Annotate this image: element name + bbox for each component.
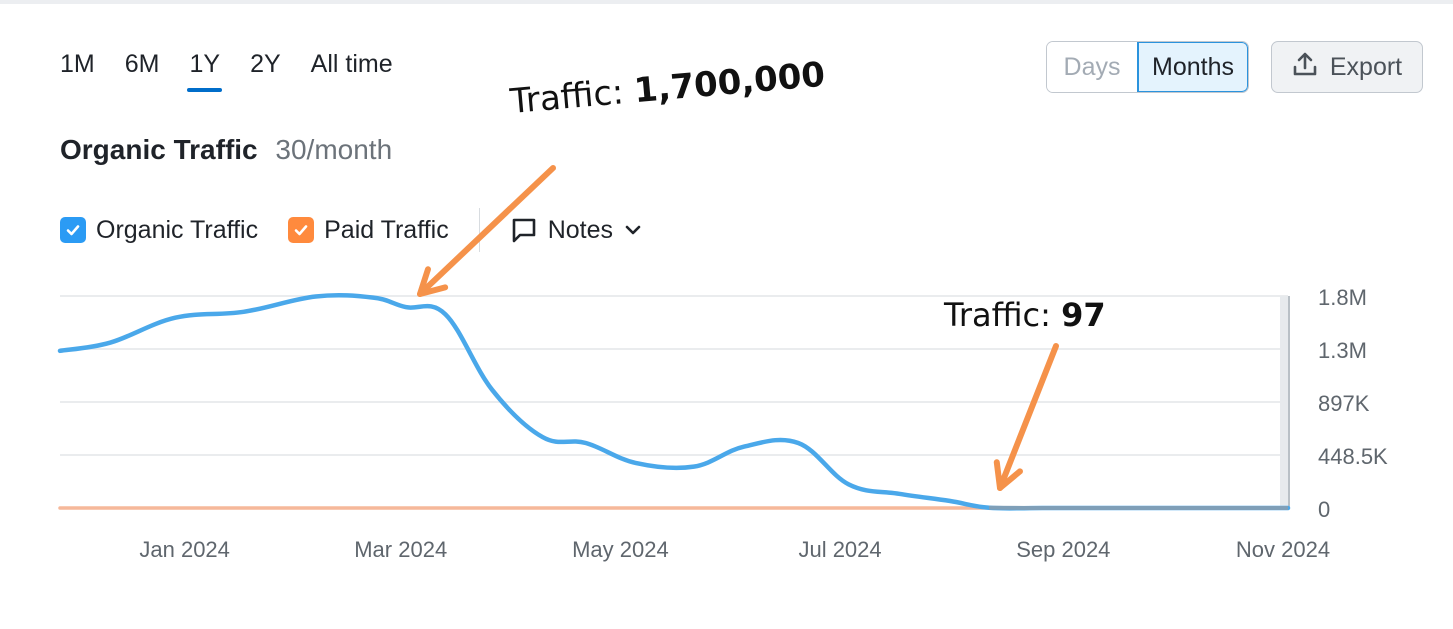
chevron-down-icon bbox=[625, 225, 641, 235]
notes-label: Notes bbox=[547, 215, 614, 244]
y-tick-label: 1.8M bbox=[1318, 285, 1367, 310]
peak-annotation: Traffic: 1,700,000 bbox=[509, 55, 827, 122]
x-tick-label: Sep 2024 bbox=[1016, 537, 1110, 562]
granularity-toggle: Days Months bbox=[1046, 41, 1249, 93]
check-icon bbox=[66, 225, 80, 236]
peak-arrow-head bbox=[417, 266, 449, 297]
x-tick-label: Mar 2024 bbox=[354, 537, 447, 562]
x-tick-label: Jan 2024 bbox=[139, 537, 230, 562]
peak-annotation-value: 1,700,000 bbox=[632, 54, 827, 112]
check-icon bbox=[294, 225, 308, 236]
x-tick-label: May 2024 bbox=[572, 537, 669, 562]
comment-icon bbox=[512, 218, 536, 243]
x-tick-label: Jul 2024 bbox=[798, 537, 881, 562]
tab-all-time[interactable]: All time bbox=[310, 50, 393, 78]
hover-band bbox=[1280, 296, 1290, 508]
legend-organic[interactable]: Organic Traffic bbox=[60, 216, 258, 245]
period-tabs: 1M 6M 1Y 2Y All time bbox=[60, 50, 423, 92]
notes-dropdown[interactable]: Notes bbox=[510, 216, 643, 245]
page-title: Organic Traffic 30/month bbox=[60, 134, 392, 166]
low-annotation-prefix: Traffic: bbox=[944, 296, 1062, 334]
low-annotation-value: 97 bbox=[1061, 296, 1106, 334]
top-divider bbox=[0, 0, 1453, 4]
traffic-rate: 30/month bbox=[275, 134, 393, 165]
tab-1y[interactable]: 1Y bbox=[187, 50, 222, 92]
legend-organic-label: Organic Traffic bbox=[96, 215, 259, 244]
days-button[interactable]: Days bbox=[1047, 42, 1137, 92]
legend-paid[interactable]: Paid Traffic bbox=[288, 216, 449, 245]
low-annotation: Traffic: 97 bbox=[944, 296, 1106, 334]
x-tick-label: Nov 2024 bbox=[1236, 537, 1330, 562]
low-arrow bbox=[997, 343, 1059, 491]
organic-checkbox[interactable] bbox=[60, 217, 86, 243]
y-tick-label: 897K bbox=[1318, 391, 1370, 416]
tab-1m[interactable]: 1M bbox=[60, 50, 95, 78]
tab-6m[interactable]: 6M bbox=[124, 50, 160, 78]
y-tick-label: 448.5K bbox=[1318, 444, 1388, 469]
peak-annotation-prefix: Traffic: bbox=[508, 71, 636, 122]
y-tick-label: 1.3M bbox=[1318, 338, 1367, 363]
upload-icon bbox=[1292, 51, 1318, 84]
export-label: Export bbox=[1329, 52, 1403, 81]
y-tick-label: 0 bbox=[1318, 497, 1330, 522]
legend: Organic Traffic Paid Traffic Notes bbox=[60, 208, 643, 252]
export-button[interactable]: Export bbox=[1271, 41, 1423, 93]
paid-checkbox[interactable] bbox=[288, 217, 315, 243]
tab-2y[interactable]: 2Y bbox=[250, 50, 281, 78]
legend-paid-label: Paid Traffic bbox=[324, 215, 449, 244]
months-button[interactable]: Months bbox=[1137, 42, 1248, 92]
low-arrow-head bbox=[993, 459, 1023, 491]
legend-divider bbox=[478, 208, 480, 252]
chart-title: Organic Traffic bbox=[60, 134, 258, 165]
